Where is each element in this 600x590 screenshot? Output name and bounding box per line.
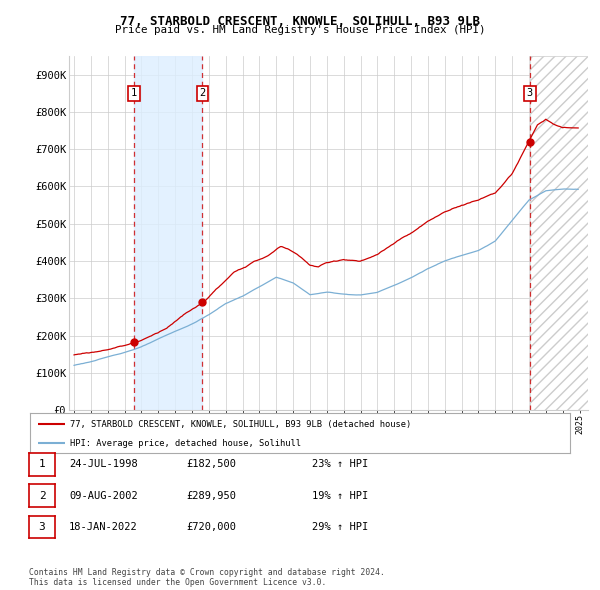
Text: 3: 3 — [38, 522, 46, 532]
Bar — [134, 56, 202, 410]
Text: £289,950: £289,950 — [186, 491, 236, 500]
Text: 23% ↑ HPI: 23% ↑ HPI — [312, 460, 368, 469]
Text: Contains HM Land Registry data © Crown copyright and database right 2024.
This d: Contains HM Land Registry data © Crown c… — [29, 568, 385, 587]
Text: 19% ↑ HPI: 19% ↑ HPI — [312, 491, 368, 500]
Text: 09-AUG-2002: 09-AUG-2002 — [69, 491, 138, 500]
Bar — [530, 56, 588, 410]
Text: 24-JUL-1998: 24-JUL-1998 — [69, 460, 138, 469]
Text: 18-JAN-2022: 18-JAN-2022 — [69, 522, 138, 532]
Text: Price paid vs. HM Land Registry's House Price Index (HPI): Price paid vs. HM Land Registry's House … — [115, 25, 485, 35]
Text: HPI: Average price, detached house, Solihull: HPI: Average price, detached house, Soli… — [71, 438, 302, 448]
Text: 3: 3 — [527, 88, 533, 99]
Text: 77, STARBOLD CRESCENT, KNOWLE, SOLIHULL, B93 9LB: 77, STARBOLD CRESCENT, KNOWLE, SOLIHULL,… — [120, 15, 480, 28]
Bar — [530, 56, 588, 410]
Text: 77, STARBOLD CRESCENT, KNOWLE, SOLIHULL, B93 9LB (detached house): 77, STARBOLD CRESCENT, KNOWLE, SOLIHULL,… — [71, 419, 412, 429]
Text: 1: 1 — [38, 460, 46, 469]
Text: 2: 2 — [199, 88, 205, 99]
Text: 2: 2 — [38, 491, 46, 500]
Text: £720,000: £720,000 — [186, 522, 236, 532]
Text: £182,500: £182,500 — [186, 460, 236, 469]
Text: 29% ↑ HPI: 29% ↑ HPI — [312, 522, 368, 532]
Text: 1: 1 — [131, 88, 137, 99]
